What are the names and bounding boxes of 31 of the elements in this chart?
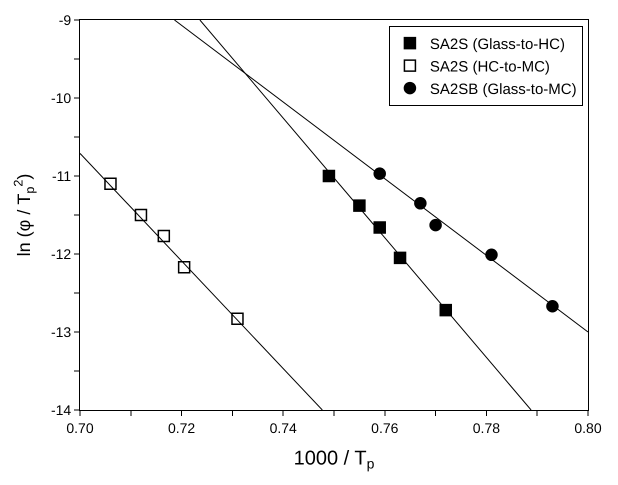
y-tick-label: -10 xyxy=(50,90,72,106)
point xyxy=(134,208,148,222)
x-tick-label: 0.74 xyxy=(270,420,298,436)
point xyxy=(231,312,244,325)
x-tick-label: 0.80 xyxy=(574,420,602,436)
y-tick-label: -9 xyxy=(58,12,72,28)
point xyxy=(104,178,117,190)
y-tick-label: -13 xyxy=(50,324,72,340)
y-tick-label: -12 xyxy=(50,246,72,262)
point xyxy=(485,248,498,262)
point xyxy=(373,221,386,234)
point xyxy=(353,199,366,212)
legend-label: SA2SB (Glass-to-MC) xyxy=(430,80,577,98)
legend-label: SA2S (Glass-to-HC) xyxy=(430,36,565,53)
point xyxy=(546,300,559,313)
legend-label: SA2S (HC-to-MC) xyxy=(430,58,550,76)
point xyxy=(322,170,336,182)
x-axis-title: 1000 / T$_{p}$ xyxy=(294,447,375,472)
point xyxy=(158,230,170,242)
point xyxy=(429,218,442,232)
point xyxy=(394,252,406,264)
point xyxy=(414,197,427,210)
point xyxy=(373,167,386,180)
y-tick-label: -11 xyxy=(52,168,72,184)
x-tick-label: 0.72 xyxy=(168,420,196,436)
point xyxy=(178,261,190,274)
point xyxy=(440,304,452,316)
x-tick-label: 0.78 xyxy=(472,420,500,436)
y-tick-label: -14 xyxy=(50,402,72,418)
x-tick-label: 0.70 xyxy=(66,420,94,436)
x-tick-label: 0.76 xyxy=(371,420,399,436)
